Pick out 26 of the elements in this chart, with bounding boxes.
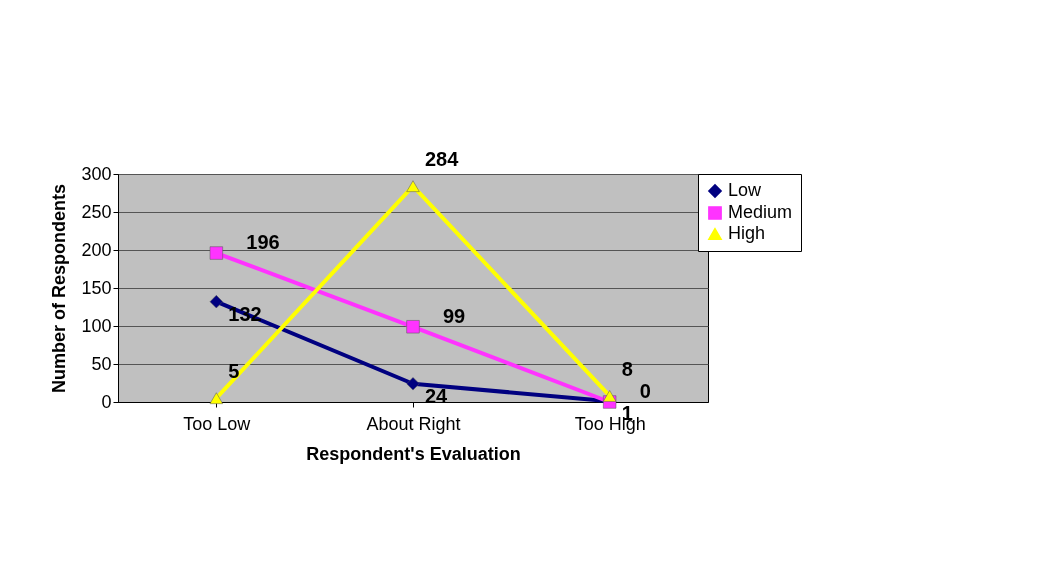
y-tick-label: 150 — [81, 277, 112, 298]
legend-label: Medium — [728, 202, 793, 222]
point — [209, 295, 223, 309]
y-tick-label: 100 — [81, 315, 112, 336]
point — [406, 377, 420, 391]
data-label: 0 — [639, 380, 651, 402]
y-tick-label: 50 — [91, 353, 112, 374]
point — [406, 320, 420, 334]
data-label: 196 — [246, 231, 280, 254]
point — [209, 392, 223, 404]
x-axis-title: Respondent's Evaluation — [306, 443, 521, 464]
legend-label: High — [728, 223, 766, 243]
x-tick-label: About Right — [366, 413, 461, 434]
data-label: 99 — [443, 304, 466, 327]
legend-label: Low — [728, 180, 763, 200]
point — [406, 180, 420, 192]
data-label: 284 — [425, 148, 460, 171]
point — [209, 246, 223, 260]
x-tick-label: Too Low — [183, 413, 252, 434]
y-tick-label: 0 — [101, 391, 112, 412]
y-tick-label: 200 — [81, 239, 112, 260]
y-tick-label: 300 — [81, 163, 112, 184]
data-label: 5 — [228, 360, 240, 383]
point — [603, 390, 617, 402]
y-tick-label: 250 — [81, 201, 112, 222]
y-axis-title: Number of Respondents — [49, 183, 70, 394]
